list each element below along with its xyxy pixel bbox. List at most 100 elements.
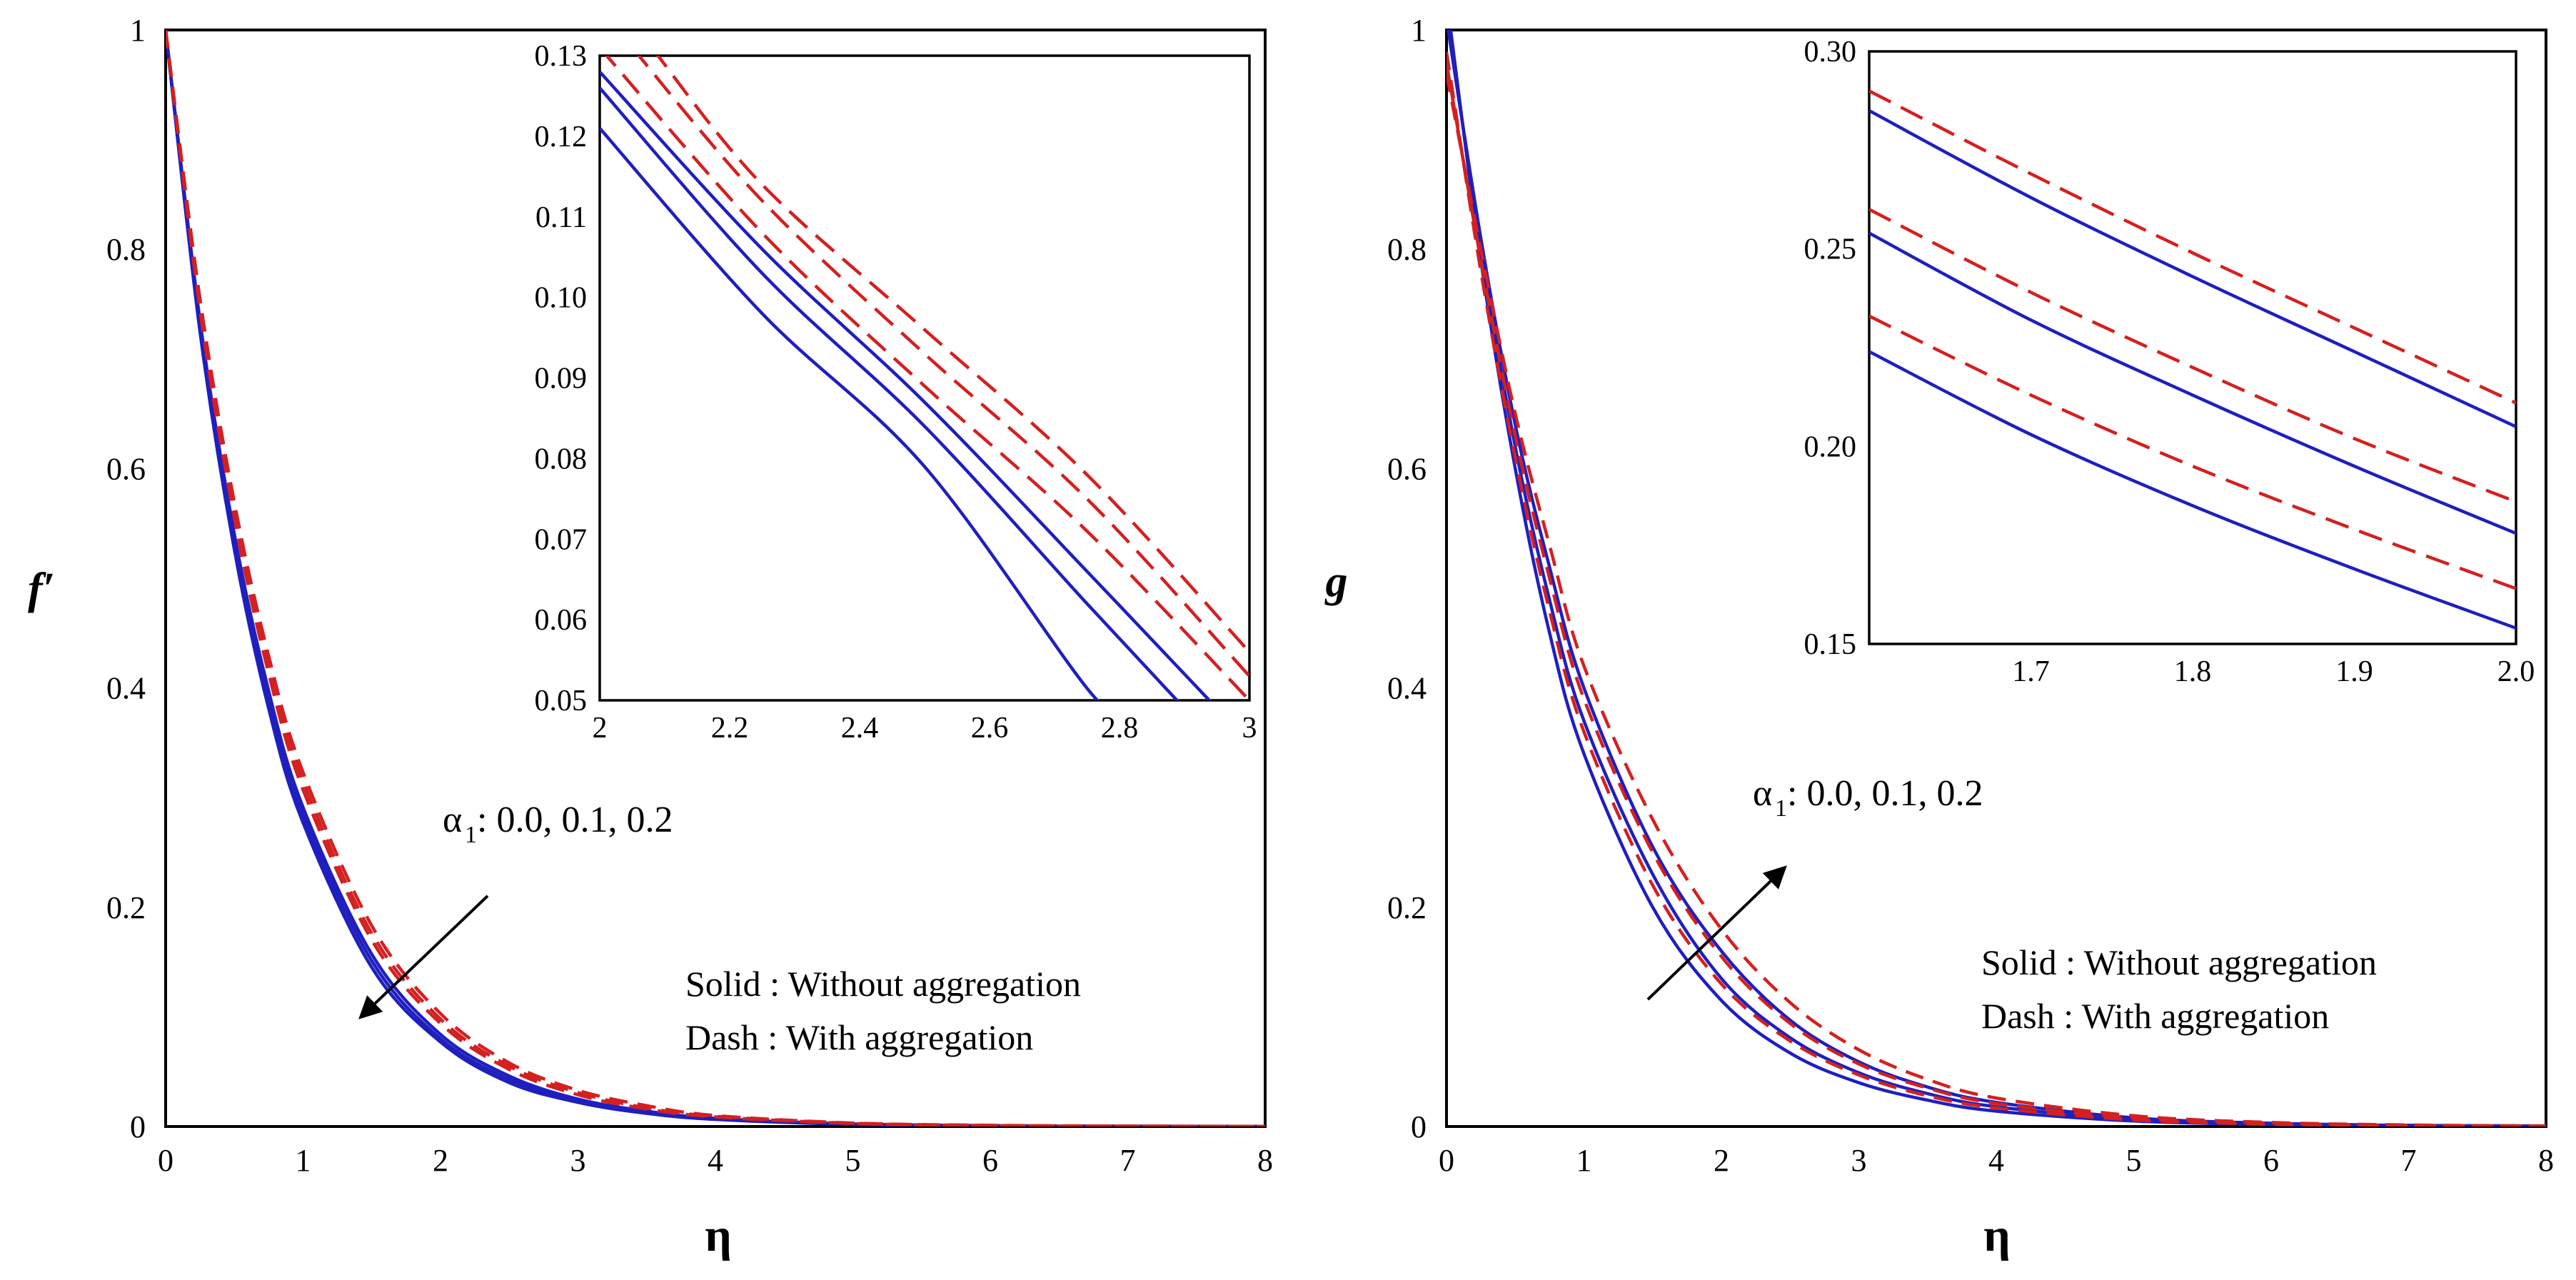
left-x-tick-7: 7 (1120, 1143, 1136, 1178)
left-inset-y-tick-3: 0.08 (535, 443, 588, 475)
left-inset-x-tick-5: 3 (1242, 712, 1257, 745)
left-inset-x-tick-0: 2 (593, 712, 608, 745)
right-x-tick-6: 6 (2263, 1143, 2279, 1178)
left-legend: Solid : Without aggregation Dash : With … (685, 964, 1081, 1057)
right-x-axis-label: η (1983, 1209, 2010, 1261)
right-inset: 0.15 0.20 0.25 0.30 1.7 1.8 1.9 2.0 (1804, 36, 2535, 688)
right-inset-dashed-line-6 (1869, 89, 2516, 405)
left-inset-dashed-line-4 (604, 56, 1249, 700)
left-legend-dash: Dash : With aggregation (685, 1017, 1033, 1057)
right-inset-x-tick-labels: 1.7 1.8 1.9 2.0 (2012, 655, 2535, 688)
left-inset-series (600, 56, 1249, 700)
right-y-tick-3: 0.6 (1387, 451, 1427, 486)
right-legend-solid: Solid : Without aggregation (1981, 942, 2377, 982)
left-x-tick-6: 6 (982, 1143, 998, 1178)
right-x-tick-4: 4 (1988, 1143, 2004, 1178)
left-inset-y-tick-7: 0.12 (535, 121, 588, 153)
left-legend-solid: Solid : Without aggregation (685, 964, 1081, 1004)
left-inset-y-tick-5: 0.10 (535, 282, 588, 315)
left-x-tick-2: 2 (433, 1143, 448, 1178)
left-x-tick-4: 4 (708, 1143, 723, 1178)
left-chart: 0 0.2 0.4 0.6 0.8 1 0 1 2 3 4 5 6 7 8 η f′ α 1 : 0.0,… (28, 13, 1273, 1261)
right-y-tick-5: 1 (1411, 13, 1427, 48)
right-x-tick-0: 0 (1439, 1143, 1454, 1178)
left-x-axis-label: η (705, 1209, 731, 1261)
left-inset: 0.05 0.06 0.07 0.08 0.09 0.10 0.11 0.12 0.13 2 2.… (535, 40, 1257, 745)
left-main-dashed-line-6 (166, 30, 1265, 1127)
left-x-tick-0: 0 (158, 1143, 173, 1178)
right-inset-solid-line-1 (1869, 350, 2516, 630)
right-plot-frame (1445, 29, 2547, 1128)
right-inset-series (1869, 89, 2516, 630)
left-inset-y-tick-8: 0.13 (535, 40, 588, 73)
right-inset-solid-line-2 (1869, 231, 2516, 535)
right-main-dashed-line-5 (1447, 62, 2546, 1127)
left-inset-x-tick-2: 2.4 (841, 712, 879, 745)
left-inset-x-tick-4: 2.8 (1101, 712, 1139, 745)
left-alpha-symbol: α (443, 800, 462, 840)
left-inset-solid-line-1 (600, 127, 1100, 700)
right-y-axis-label: g (1324, 558, 1348, 606)
left-inset-x-tick-3: 2.6 (971, 712, 1009, 745)
left-y-axis-label: f′ (28, 565, 55, 613)
right-x-tick-2: 2 (1714, 1143, 1729, 1178)
left-inset-y-tick-2: 0.07 (535, 523, 588, 556)
left-y-tick-4: 0.8 (106, 232, 146, 267)
right-series (1447, 30, 2546, 1127)
right-y-tick-2: 0.4 (1387, 671, 1427, 706)
left-inset-solid-line-2 (600, 86, 1179, 700)
left-inset-y-tick-labels: 0.05 0.06 0.07 0.08 0.09 0.10 0.11 0.12 0.13 (535, 40, 588, 717)
left-inset-x-tick-1: 2.2 (711, 712, 749, 745)
left-inset-frame (598, 54, 1251, 702)
right-chart: 0 0.2 0.4 0.6 0.8 1 0 1 2 3 4 5 6 7 8 η g α 1 : 0.0, … (1324, 13, 2555, 1261)
right-x-tick-7: 7 (2401, 1143, 2417, 1178)
right-inset-y-tick-2: 0.25 (1804, 233, 1857, 266)
right-alpha-annotation: α 1 : 0.0, 0.1, 0.2 (1646, 773, 1983, 1001)
right-inset-y-tick-0: 0.15 (1804, 628, 1857, 661)
right-inset-y-tick-3: 0.30 (1804, 36, 1857, 69)
left-x-tick-5: 5 (845, 1143, 861, 1178)
right-annotation-arrow (1646, 865, 1787, 1001)
left-series (166, 30, 1265, 1127)
right-alpha-symbol: α (1753, 773, 1772, 814)
left-inset-y-tick-6: 0.11 (535, 201, 587, 234)
left-x-tick-labels: 0 1 2 3 4 5 6 7 8 (158, 1143, 1273, 1178)
left-inset-y-tick-4: 0.09 (535, 363, 588, 395)
left-alpha-subscript: 1 (465, 822, 477, 848)
right-inset-y-tick-1: 0.20 (1804, 430, 1857, 463)
right-legend: Solid : Without aggregation Dash : With … (1981, 942, 2377, 1036)
left-y-tick-3: 0.6 (106, 451, 146, 486)
left-x-tick-3: 3 (570, 1143, 586, 1178)
left-plot-frame (164, 29, 1267, 1128)
right-inset-y-tick-labels: 0.15 0.20 0.25 0.30 (1804, 36, 1857, 661)
left-y-tick-1: 0.2 (106, 890, 146, 925)
right-x-tick-5: 5 (2126, 1143, 2142, 1178)
left-alpha-values: : 0.0, 0.1, 0.2 (477, 800, 673, 840)
svg-text:α: α (1753, 773, 1772, 814)
right-alpha-subscript: 1 (1775, 795, 1787, 822)
left-inset-x-tick-labels: 2 2.2 2.4 2.6 2.8 3 (593, 712, 1257, 745)
right-main-dashed-line-6 (1447, 73, 2546, 1127)
right-y-tick-0: 0 (1411, 1109, 1427, 1144)
right-x-tick-8: 8 (2538, 1143, 2554, 1178)
left-y-tick-5: 1 (130, 13, 146, 48)
left-y-tick-labels: 0 0.2 0.4 0.6 0.8 1 (106, 13, 146, 1144)
right-y-tick-4: 0.8 (1387, 232, 1427, 267)
svg-text:α: α (443, 800, 462, 840)
right-legend-dash: Dash : With aggregation (1981, 996, 2329, 1036)
right-alpha-values: : 0.0, 0.1, 0.2 (1787, 773, 1983, 814)
left-alpha-annotation: α 1 : 0.0, 0.1, 0.2 (358, 800, 673, 1019)
right-inset-x-tick-0: 1.7 (2012, 655, 2050, 688)
left-annotation-arrow (358, 895, 489, 1019)
left-inset-y-tick-1: 0.06 (535, 604, 588, 637)
left-inset-y-tick-0: 0.05 (535, 685, 588, 717)
left-inset-dashed-line-6 (655, 56, 1249, 653)
left-x-tick-8: 8 (1257, 1143, 1273, 1178)
left-y-tick-2: 0.4 (106, 671, 146, 706)
right-y-tick-1: 0.2 (1387, 890, 1427, 925)
right-inset-x-tick-2: 1.9 (2335, 655, 2373, 688)
left-inset-solid-line-3 (600, 71, 1212, 700)
right-x-tick-labels: 0 1 2 3 4 5 6 7 8 (1439, 1143, 2554, 1178)
left-inset-dashed-line-5 (636, 56, 1249, 677)
